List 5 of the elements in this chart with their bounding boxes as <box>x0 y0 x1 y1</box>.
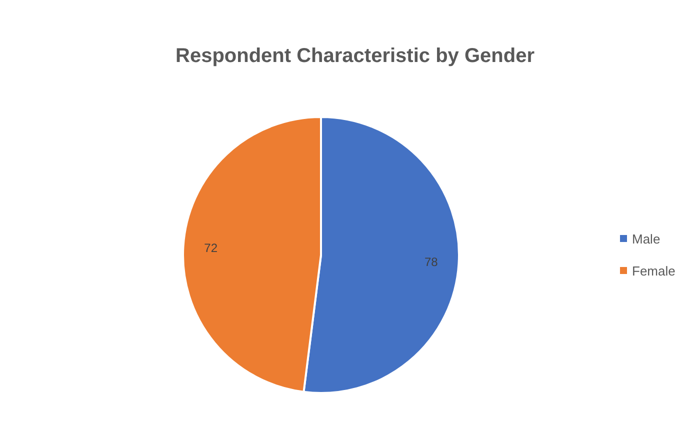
legend-label: Female <box>632 264 676 278</box>
legend-label: Male <box>632 232 660 246</box>
data-label: 78 <box>424 254 438 269</box>
chart-title: Respondent Characteristic by Gender <box>176 45 535 67</box>
data-label: 72 <box>204 241 218 256</box>
